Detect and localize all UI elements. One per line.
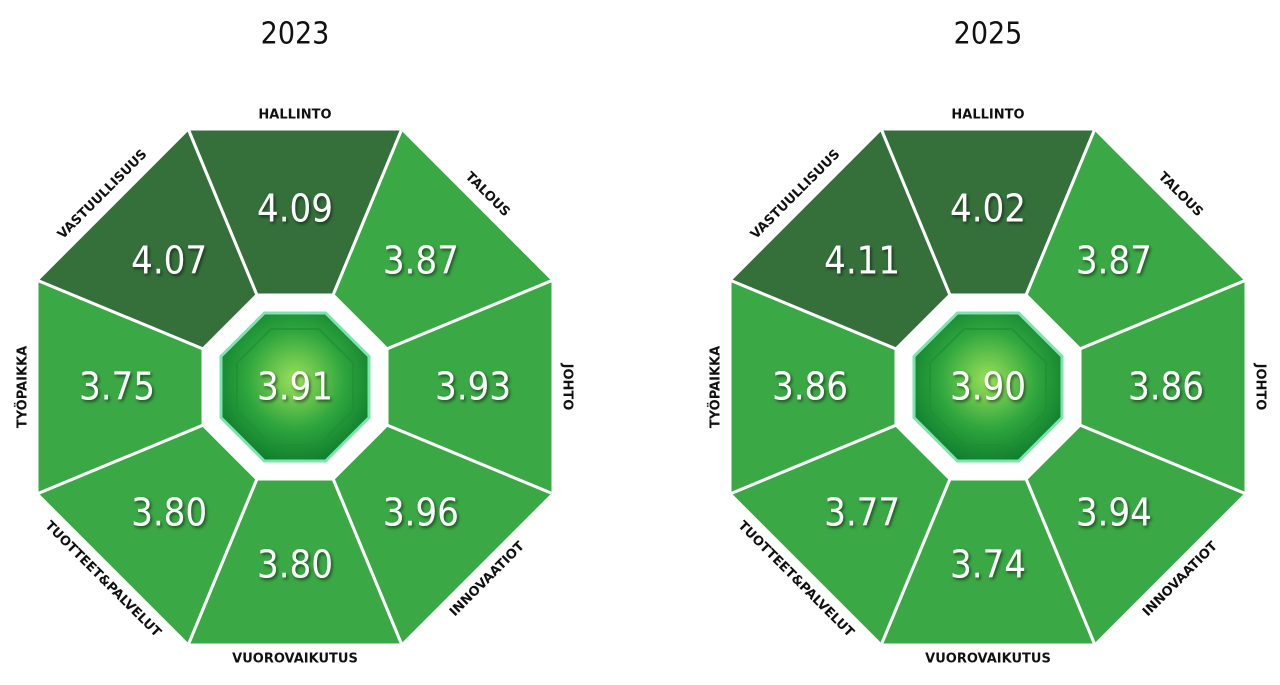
segment-label: HALLINTO [951, 108, 1024, 123]
segment-value: 4.07 [131, 239, 207, 283]
segment [728, 127, 952, 351]
segment-value: 4.11 [824, 239, 900, 283]
segment-label: JOHTO [560, 363, 575, 411]
segment-value: 3.75 [79, 365, 155, 409]
segment-label: HALLINTO [258, 108, 331, 123]
segment-value: 3.77 [824, 490, 900, 534]
segment-label: TYÖPAIKKA [708, 346, 724, 428]
center-value: 3.90 [950, 365, 1026, 409]
segment-value: 4.02 [950, 187, 1026, 231]
segment-value: 3.93 [435, 365, 511, 409]
center-value: 3.91 [257, 365, 333, 409]
segment-value: 3.87 [383, 239, 459, 283]
segment-value: 3.86 [772, 365, 848, 409]
center-facet [236, 328, 354, 446]
year-title: 2023 [261, 17, 330, 52]
segment-label: VUOROVAIKUTUS [925, 652, 1051, 667]
center-gem [912, 311, 1064, 463]
segment [35, 127, 259, 351]
segment-label: JOHTO [1253, 363, 1268, 411]
center-gem [219, 311, 371, 463]
center-facet [929, 328, 1047, 446]
year-title: 2025 [954, 17, 1023, 52]
segment-label: VUOROVAIKUTUS [232, 652, 358, 667]
segment-value: 3.74 [950, 543, 1026, 587]
segment-value: 3.96 [383, 490, 459, 534]
segment-label: TYÖPAIKKA [15, 346, 31, 428]
segment-value: 3.86 [1128, 365, 1204, 409]
segment-value: 3.80 [257, 543, 333, 587]
segment-value: 3.87 [1076, 239, 1152, 283]
segment-value: 3.80 [131, 490, 207, 534]
segment-value: 4.09 [257, 187, 333, 231]
segment-value: 3.94 [1076, 490, 1152, 534]
